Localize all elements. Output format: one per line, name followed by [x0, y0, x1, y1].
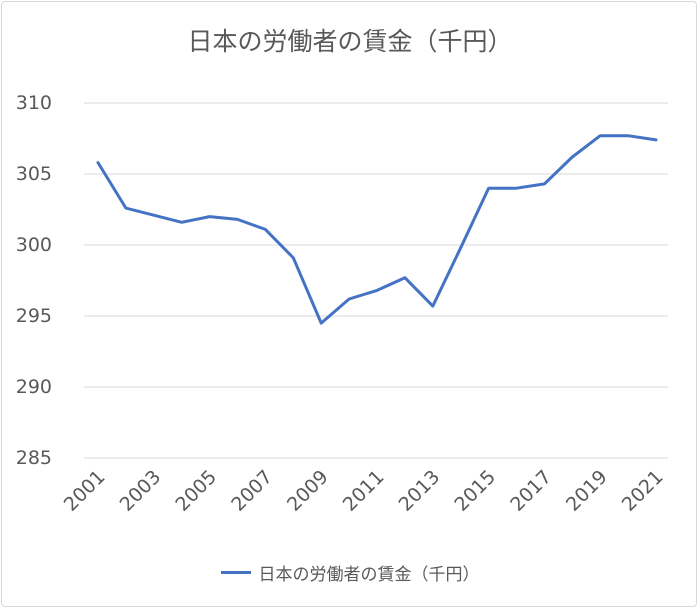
y-tick-label: 290 [16, 376, 52, 398]
y-tick-label: 295 [16, 305, 52, 327]
y-tick-label: 285 [16, 447, 52, 469]
x-tick-label: 2011 [339, 466, 389, 516]
x-tick-label: 2001 [60, 466, 110, 516]
legend-label: 日本の労働者の賃金（千円） [258, 565, 480, 585]
legend-swatch [220, 571, 251, 574]
x-tick-label: 2017 [506, 466, 556, 516]
x-tick-label: 2003 [116, 466, 166, 516]
x-tick-label: 2007 [227, 466, 277, 516]
x-tick-label: 2005 [171, 466, 221, 516]
x-tick-label: 2009 [283, 466, 333, 516]
x-tick-label: 2015 [450, 466, 500, 516]
legend: 日本の労働者の賃金（千円） [0, 560, 700, 585]
series-line [96, 134, 658, 325]
chart-title: 日本の労働者の賃金（千円） [187, 27, 513, 56]
y-tick-label: 305 [16, 163, 52, 185]
y-tick-label: 300 [16, 234, 52, 256]
y-tick-label: 310 [16, 92, 52, 114]
x-tick-label: 2019 [562, 466, 612, 516]
x-tick-label: 2013 [395, 466, 445, 516]
x-tick-label: 2021 [618, 466, 668, 516]
